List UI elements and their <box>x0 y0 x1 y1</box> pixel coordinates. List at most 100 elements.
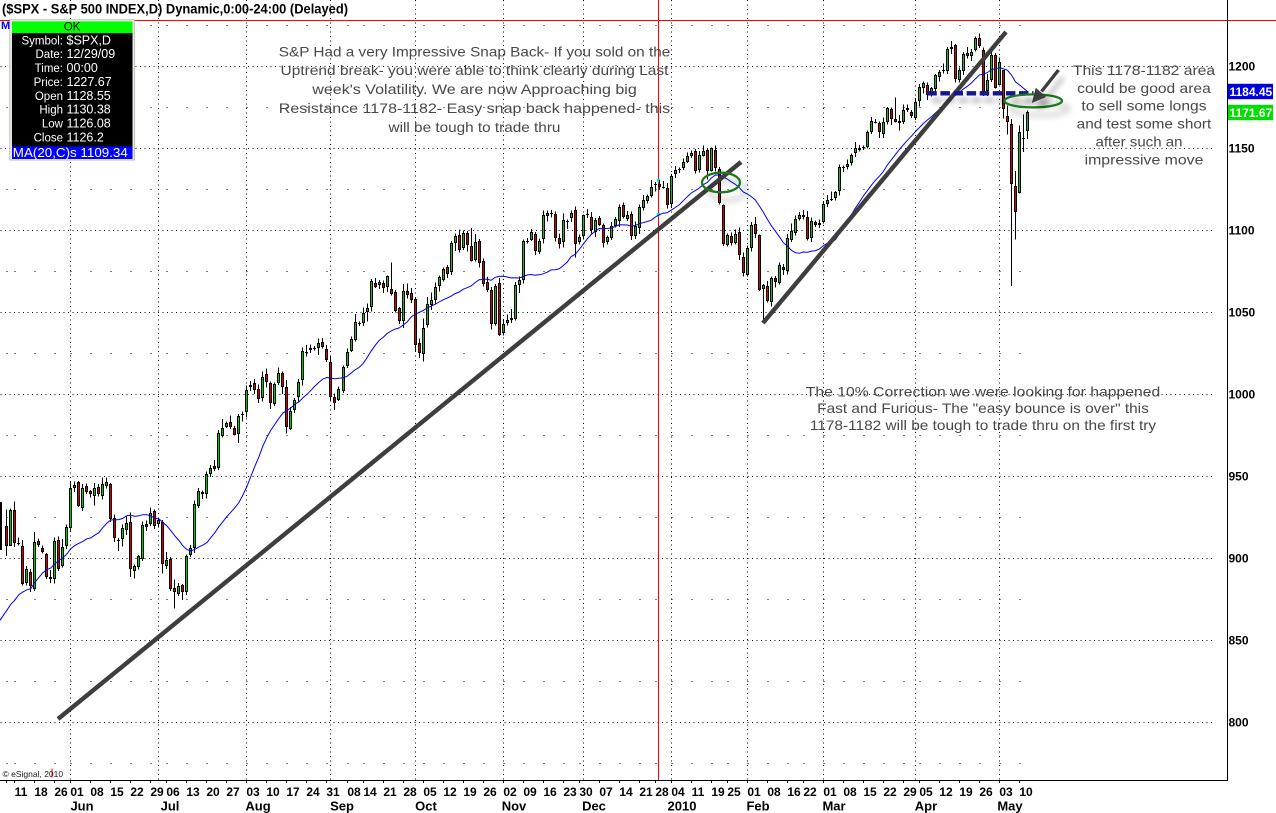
svg-text:S&P Had a very Impressive Snap: S&P Had a very Impressive Snap Back- If … <box>279 43 671 59</box>
svg-text:22: 22 <box>130 785 144 799</box>
svg-text:Jul: Jul <box>161 799 180 813</box>
svg-text:12: 12 <box>939 785 953 799</box>
svg-text:23: 23 <box>563 785 577 799</box>
svg-text:16: 16 <box>543 785 557 799</box>
svg-text:07: 07 <box>599 785 613 799</box>
svg-text:04: 04 <box>671 785 685 799</box>
svg-text:1126.2: 1126.2 <box>67 130 104 144</box>
svg-text:Close: Close <box>34 132 63 144</box>
svg-text:16: 16 <box>787 785 801 799</box>
svg-text:17: 17 <box>286 785 300 799</box>
svg-text:14: 14 <box>619 785 633 799</box>
svg-text:Low: Low <box>42 119 64 131</box>
svg-text:1178-1182 will be tough to tra: 1178-1182 will be tough to trade thru on… <box>810 417 1156 433</box>
svg-text:26: 26 <box>483 785 497 799</box>
svg-text:11: 11 <box>692 785 705 799</box>
svg-text:14: 14 <box>363 785 377 799</box>
svg-text:13: 13 <box>186 785 200 799</box>
svg-text:Mar: Mar <box>822 799 845 813</box>
svg-text:29: 29 <box>903 785 917 799</box>
svg-text:27: 27 <box>226 785 240 799</box>
svg-text:Oct: Oct <box>415 799 437 813</box>
svg-text:1184.45: 1184.45 <box>1230 85 1273 99</box>
svg-text:impressive move: impressive move <box>1085 152 1204 168</box>
svg-text:21: 21 <box>639 785 653 799</box>
svg-text:25: 25 <box>727 785 741 799</box>
svg-text:Aug: Aug <box>245 799 270 813</box>
svg-text:26: 26 <box>54 785 68 799</box>
svg-text:to sell some longs: to sell some longs <box>1081 98 1206 114</box>
svg-text:15: 15 <box>863 785 877 799</box>
svg-text:May: May <box>997 799 1023 813</box>
svg-text:09: 09 <box>523 785 537 799</box>
svg-text:1050: 1050 <box>1229 306 1256 320</box>
svg-text:Symbol:: Symbol: <box>21 35 63 47</box>
svg-text:28: 28 <box>655 785 669 799</box>
svg-text:1000: 1000 <box>1229 388 1256 402</box>
svg-text:Sep: Sep <box>330 799 354 813</box>
svg-text:15: 15 <box>110 785 124 799</box>
svg-text:Time:: Time: <box>35 63 63 75</box>
svg-text:21: 21 <box>383 785 397 799</box>
svg-text:01: 01 <box>747 785 761 799</box>
svg-text:12: 12 <box>443 785 457 799</box>
svg-text:19: 19 <box>711 785 725 799</box>
svg-text:10: 10 <box>1019 785 1033 799</box>
svg-text:Uptrend break- you were able t: Uptrend break- you were able to think cl… <box>281 62 669 78</box>
svg-text:$SPX,D: $SPX,D <box>67 33 111 47</box>
svg-text:30: 30 <box>579 785 593 799</box>
svg-text:00:00: 00:00 <box>67 61 98 75</box>
svg-text:22: 22 <box>803 785 817 799</box>
svg-text:11: 11 <box>15 785 28 799</box>
svg-text:01: 01 <box>823 785 837 799</box>
svg-text:03: 03 <box>999 785 1013 799</box>
svg-text:20: 20 <box>206 785 220 799</box>
svg-text:10: 10 <box>266 785 280 799</box>
svg-text:could be good area: could be good area <box>1077 80 1211 96</box>
svg-text:This 1178-1182 area: This 1178-1182 area <box>1073 62 1215 78</box>
svg-text:The 10% Correction we were loo: The 10% Correction we were looking for h… <box>806 383 1161 399</box>
svg-text:08: 08 <box>90 785 104 799</box>
svg-text:© eSignal, 2010: © eSignal, 2010 <box>3 769 64 779</box>
svg-text:08: 08 <box>843 785 857 799</box>
svg-text:08: 08 <box>347 785 361 799</box>
svg-text:19: 19 <box>959 785 973 799</box>
svg-text:24: 24 <box>306 785 320 799</box>
svg-text:1100: 1100 <box>1229 224 1255 238</box>
svg-text:M: M <box>1 20 10 32</box>
svg-text:week's Volatility. We are now: week's Volatility. We are now Approachin… <box>311 81 637 97</box>
svg-text:29: 29 <box>150 785 164 799</box>
svg-text:Apr: Apr <box>915 799 937 813</box>
svg-text:Price:: Price: <box>34 77 63 89</box>
svg-text:01: 01 <box>70 785 84 799</box>
svg-text:OK: OK <box>64 22 81 34</box>
svg-text:Dec: Dec <box>582 799 606 813</box>
svg-text:MA(20,C)s 1109.34: MA(20,C)s 1109.34 <box>13 146 128 160</box>
svg-text:Fast and Furious- The "easy bo: Fast and Furious- The "easy bounce is ov… <box>817 400 1149 416</box>
svg-text:31: 31 <box>326 785 340 799</box>
svg-text:02: 02 <box>503 785 517 799</box>
svg-text:2010: 2010 <box>668 799 697 813</box>
svg-text:05: 05 <box>423 785 437 799</box>
svg-text:Nov: Nov <box>502 799 527 813</box>
svg-text:1227.67: 1227.67 <box>67 75 112 89</box>
svg-text:1126.08: 1126.08 <box>67 117 111 131</box>
svg-text:19: 19 <box>463 785 477 799</box>
svg-text:1128.55: 1128.55 <box>67 89 111 103</box>
svg-text:850: 850 <box>1229 634 1249 648</box>
svg-text:03: 03 <box>246 785 260 799</box>
svg-text:950: 950 <box>1229 470 1249 484</box>
svg-text:08: 08 <box>767 785 781 799</box>
svg-text:800: 800 <box>1229 716 1249 730</box>
svg-text:28: 28 <box>403 785 417 799</box>
svg-text:1150: 1150 <box>1229 142 1255 156</box>
svg-text:Open: Open <box>35 91 63 103</box>
svg-text:05: 05 <box>919 785 933 799</box>
svg-text:1200: 1200 <box>1229 60 1256 74</box>
svg-text:High: High <box>39 105 63 117</box>
svg-text:22: 22 <box>883 785 897 799</box>
svg-text:06: 06 <box>166 785 180 799</box>
svg-text:1130.38: 1130.38 <box>67 103 111 117</box>
svg-text:Resistance 1178-1182- Easy sna: Resistance 1178-1182- Easy snap back hap… <box>279 100 670 116</box>
svg-text:will be tough to trade thru: will be tough to trade thru <box>387 119 560 135</box>
